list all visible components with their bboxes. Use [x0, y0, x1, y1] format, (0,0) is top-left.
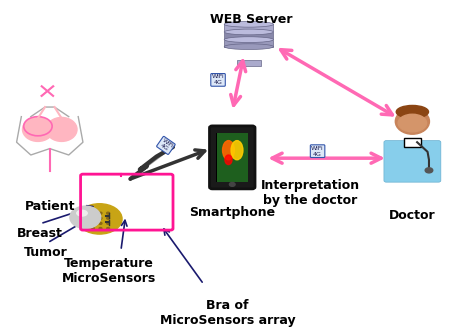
Text: Temperature
MicroSensors: Temperature MicroSensors: [62, 257, 156, 285]
Polygon shape: [130, 147, 173, 179]
Circle shape: [84, 212, 87, 214]
Ellipse shape: [222, 141, 234, 160]
Ellipse shape: [395, 109, 429, 134]
Ellipse shape: [224, 44, 273, 50]
Ellipse shape: [396, 106, 428, 118]
Ellipse shape: [77, 204, 122, 234]
Text: Bra of
MicroSensors array: Bra of MicroSensors array: [160, 299, 295, 327]
Circle shape: [84, 227, 87, 229]
Text: WiFi
4G: WiFi 4G: [158, 137, 174, 154]
Text: Doctor: Doctor: [389, 209, 436, 222]
Circle shape: [99, 212, 102, 214]
Circle shape: [91, 217, 94, 219]
Bar: [224, 32, 273, 39]
Ellipse shape: [23, 118, 53, 141]
FancyBboxPatch shape: [210, 126, 255, 189]
Circle shape: [107, 227, 109, 229]
Bar: [217, 133, 248, 182]
Text: WEB Server: WEB Server: [210, 13, 292, 26]
Circle shape: [107, 217, 109, 219]
Ellipse shape: [231, 141, 243, 160]
Text: WiFi
4G: WiFi 4G: [212, 74, 224, 85]
Text: WiFi
4G: WiFi 4G: [311, 146, 324, 157]
Ellipse shape: [77, 210, 87, 216]
Ellipse shape: [398, 114, 427, 132]
Circle shape: [99, 222, 102, 224]
Ellipse shape: [225, 155, 232, 165]
Circle shape: [84, 217, 87, 219]
Ellipse shape: [224, 29, 273, 35]
Circle shape: [84, 222, 87, 224]
Ellipse shape: [46, 118, 77, 141]
Circle shape: [91, 227, 94, 229]
Ellipse shape: [224, 37, 273, 42]
Circle shape: [425, 168, 433, 173]
Text: Interpretation
by the doctor: Interpretation by the doctor: [261, 179, 360, 207]
Text: Patient: Patient: [25, 200, 75, 213]
FancyBboxPatch shape: [384, 141, 441, 182]
Circle shape: [107, 212, 109, 214]
Bar: [237, 60, 261, 66]
Circle shape: [99, 227, 102, 229]
Text: Breast: Breast: [17, 227, 63, 240]
Circle shape: [107, 222, 109, 224]
Text: Smartphone: Smartphone: [189, 206, 275, 219]
Ellipse shape: [224, 22, 273, 27]
Circle shape: [99, 217, 102, 219]
Circle shape: [91, 212, 94, 214]
Bar: [216, 133, 248, 182]
Bar: [224, 24, 273, 31]
Text: Tumor: Tumor: [24, 246, 67, 259]
FancyBboxPatch shape: [404, 138, 421, 147]
Ellipse shape: [70, 206, 100, 228]
Circle shape: [91, 222, 94, 224]
Circle shape: [229, 182, 235, 186]
Bar: [224, 40, 273, 47]
